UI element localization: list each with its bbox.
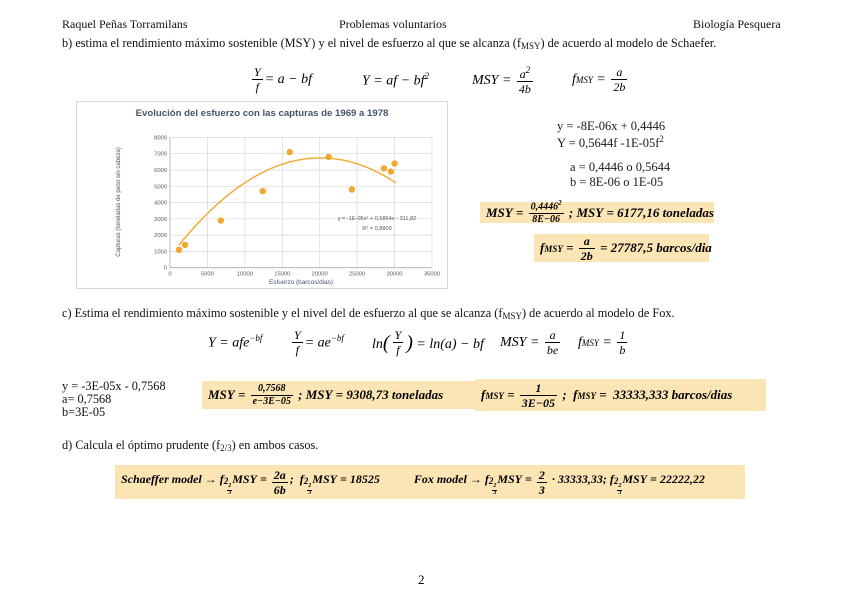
svg-text:Capturas (toneladas de peso si: Capturas (toneladas de peso sin cabeza) xyxy=(116,147,122,256)
svg-text:8000: 8000 xyxy=(154,135,167,141)
svg-text:0: 0 xyxy=(164,266,167,272)
svg-text:1000: 1000 xyxy=(154,249,167,255)
svg-text:5000: 5000 xyxy=(154,184,167,190)
svg-text:35000: 35000 xyxy=(424,272,440,278)
svg-text:15000: 15000 xyxy=(274,272,290,278)
svg-text:25000: 25000 xyxy=(349,272,365,278)
svg-text:2000: 2000 xyxy=(154,233,167,239)
svg-text:4000: 4000 xyxy=(154,201,167,207)
svg-text:R² = 0,8800: R² = 0,8800 xyxy=(362,226,391,232)
svg-text:30000: 30000 xyxy=(387,272,403,278)
svg-text:6000: 6000 xyxy=(154,168,167,174)
svg-text:5000: 5000 xyxy=(201,272,214,278)
svg-text:10000: 10000 xyxy=(237,272,253,278)
svg-text:20000: 20000 xyxy=(312,272,328,278)
svg-text:7000: 7000 xyxy=(154,152,167,158)
svg-text:Esfuerzo (barcos/dias): Esfuerzo (barcos/dias) xyxy=(269,279,333,286)
svg-text:0: 0 xyxy=(168,272,171,278)
svg-text:y = -1E-05x² + 0,5864x - 311,8: y = -1E-05x² + 0,5864x - 311,82 xyxy=(338,216,417,222)
svg-text:3000: 3000 xyxy=(154,217,167,223)
